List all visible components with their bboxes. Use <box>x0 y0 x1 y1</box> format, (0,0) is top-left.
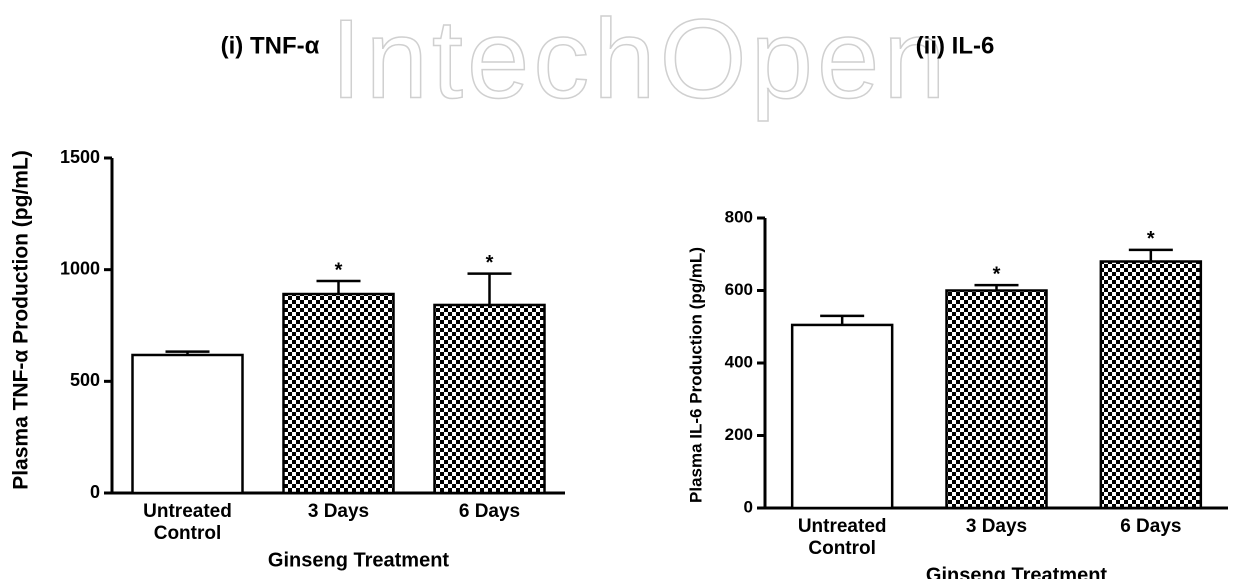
bar <box>945 289 1048 510</box>
x-tick-label: 3 Days <box>965 516 1028 537</box>
y-tick-label: 1500 <box>60 147 100 167</box>
x-tick-label: Untreated Control <box>797 516 887 559</box>
x-tick-label-box: 6 Days <box>458 501 521 522</box>
x-axis-label: Ginseng Treatment <box>926 564 1107 579</box>
x-axis-label: Ginseng Treatment <box>268 549 449 571</box>
y-tick-label: 0 <box>744 497 753 516</box>
y-tick-label: 1000 <box>60 258 100 278</box>
x-tick-label: Untreated Control <box>143 501 232 544</box>
significance-label: * <box>993 263 1001 285</box>
bar <box>433 303 546 495</box>
x-tick-label-box: 3 Days <box>965 516 1028 537</box>
watermark: IntechOpen <box>330 0 949 122</box>
x-tick-label: 6 Days <box>1120 516 1182 537</box>
bar <box>790 323 894 510</box>
y-tick-label: 200 <box>725 425 753 444</box>
x-tick-label: 3 Days <box>307 501 370 522</box>
y-axis-label: Plasma TNF-α Production (pg/mL) <box>10 150 33 490</box>
x-tick-label: 6 Days <box>458 501 521 522</box>
y-tick-label: 500 <box>70 370 100 390</box>
x-tick-label-box: 6 Days <box>1120 516 1182 537</box>
significance-label: * <box>486 252 494 274</box>
bar <box>131 353 244 495</box>
significance-label: * <box>1147 228 1155 250</box>
y-axis-label: Plasma IL-6 Production (pg/mL) <box>686 247 705 503</box>
chart-title: (ii) IL-6 <box>916 32 995 59</box>
y-tick-label: 0 <box>90 482 100 502</box>
y-tick-label: 400 <box>725 352 753 371</box>
x-tick-label-box: Untreated Control <box>143 501 232 544</box>
x-tick-label-box: Untreated Control <box>797 516 887 559</box>
x-tick-label-box: 3 Days <box>307 501 370 522</box>
bar <box>1099 260 1203 510</box>
significance-label: * <box>335 259 343 281</box>
bar <box>282 292 395 495</box>
y-tick-label: 600 <box>725 280 753 299</box>
chart-title: (i) TNF-α <box>221 32 320 59</box>
y-tick-label: 800 <box>725 207 753 226</box>
